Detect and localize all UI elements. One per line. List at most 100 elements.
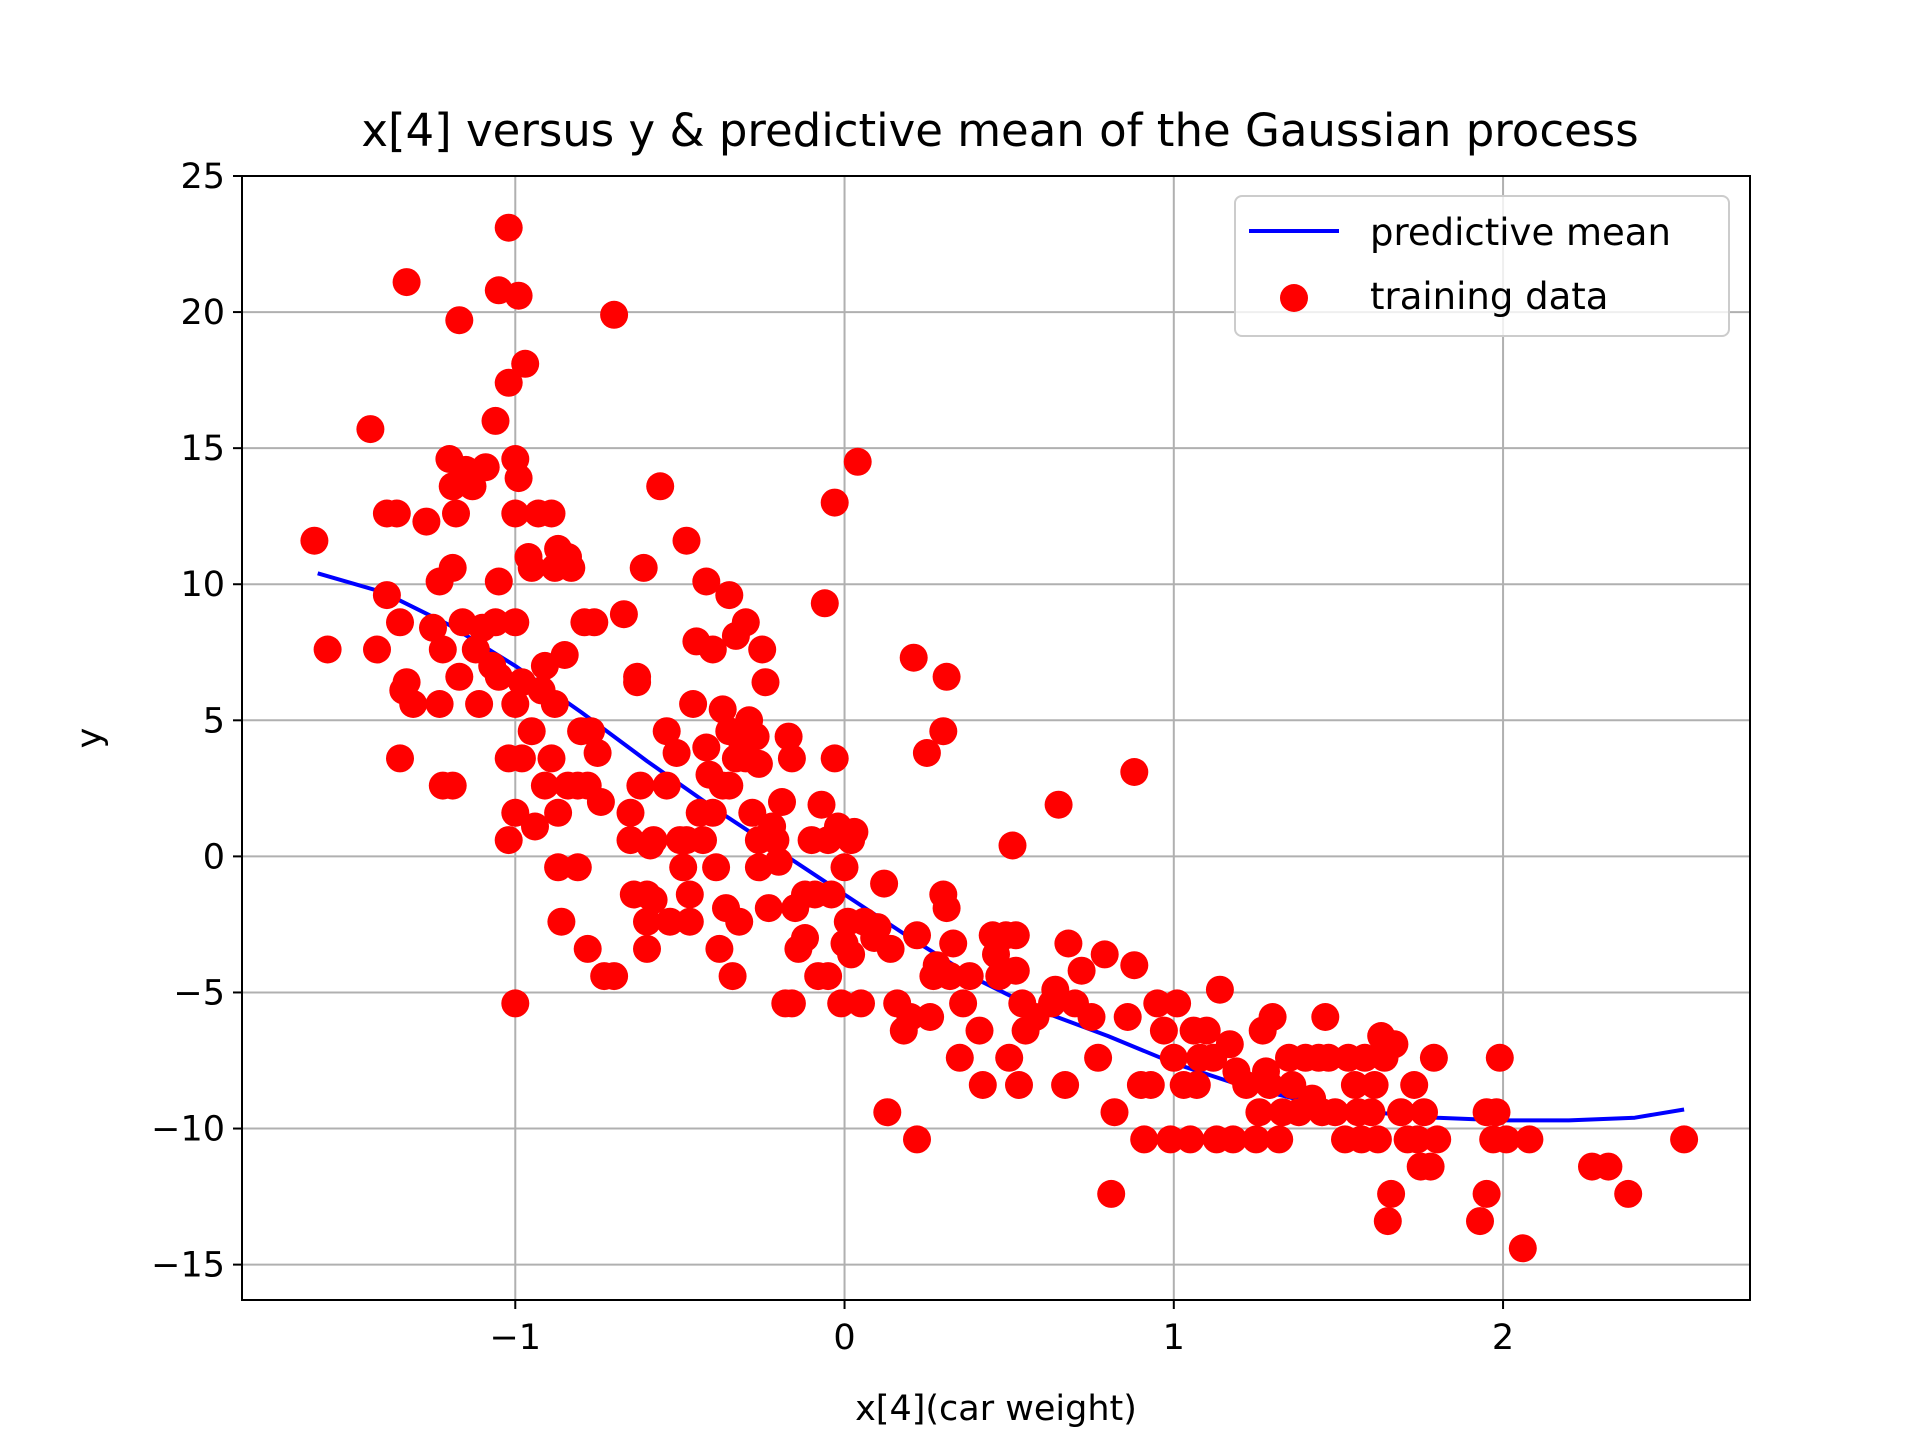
training-data-point [412,507,441,536]
training-data-point [438,771,467,800]
training-data-point [1100,1098,1129,1127]
training-data-point [1350,1043,1379,1072]
y-tick-label: 5 [203,701,225,741]
training-data-point [1387,1098,1415,1127]
training-data-point [573,934,602,963]
training-data-point [471,453,500,482]
y-axis-ticks: −15 −10 −5 0 5 10 15 20 25 [151,157,242,1286]
training-data-point [870,869,899,898]
training-data-point [751,668,780,697]
training-data-point [998,831,1027,860]
training-data-point [1278,1071,1307,1099]
training-data-point [1373,1207,1402,1236]
training-data-point [1077,1003,1106,1031]
training-data-point [1485,1043,1514,1072]
training-data-point [1001,921,1030,950]
y-tick-label: 0 [203,837,225,877]
training-data-point [1156,1125,1185,1154]
training-data-point [692,733,721,762]
training-data-point [791,924,819,952]
training-data-point [817,880,846,909]
training-data-point [507,744,536,773]
training-data-point [1054,929,1083,958]
training-data-point [1357,1098,1386,1127]
training-data-point [1097,1179,1126,1208]
training-data-point [1113,1003,1142,1031]
training-data-point [583,739,612,767]
training-data-point [754,894,783,923]
training-data-point [777,744,806,773]
training-data-point [1001,956,1030,985]
y-tick-label: 10 [180,565,225,605]
training-data-point [731,608,760,637]
training-data-point [1130,1125,1159,1154]
training-data-point [586,788,615,816]
training-data-point [652,771,681,800]
training-data-point [768,788,796,816]
training-data-point [863,913,892,942]
training-data-point [692,567,721,596]
training-data-point [646,472,675,501]
training-data-point [386,608,414,637]
x-tick-label: −1 [489,1318,541,1358]
y-tick-label: 20 [180,293,225,333]
training-data-point [504,464,533,493]
training-data-point [386,744,414,773]
training-data-point [652,717,681,746]
training-data-point [1219,1125,1248,1154]
training-data-point [1143,989,1172,1018]
y-tick-label: −5 [173,973,225,1013]
training-data-point [1067,956,1096,985]
legend-box [1234,195,1730,337]
training-data-point [774,722,803,751]
training-data-point [896,1003,925,1031]
training-data-point [501,690,530,718]
training-data-point [1482,1098,1511,1127]
training-data-point [718,962,747,991]
training-data-point [1258,1003,1287,1031]
training-data-point [1182,1071,1211,1099]
training-data-point [840,817,869,846]
training-data-point [639,826,668,855]
x-tick-label: 1 [1163,1318,1185,1358]
training-data-point [1515,1125,1544,1154]
training-data-point [741,722,770,751]
training-data-point [1380,1030,1409,1059]
training-data-point [1314,1043,1343,1072]
training-data-point [675,907,704,936]
training-data-point [1120,951,1149,980]
training-data-point [827,989,856,1018]
training-data-point [1410,1098,1438,1127]
training-data-point [1492,1125,1521,1154]
y-tick-label: −10 [151,1110,225,1150]
training-data-point [1090,940,1119,969]
training-data-point [609,600,638,629]
training-data-point [1265,1125,1294,1154]
training-data-point [600,962,629,991]
training-data-point [675,880,704,909]
training-data-point [626,771,655,800]
training-data-point [1416,1152,1445,1181]
training-data-point [1159,1043,1188,1072]
training-data-point [679,690,708,718]
training-data-point [501,798,530,827]
training-data-point [511,349,540,378]
training-data-point [633,934,661,963]
training-data-point [1163,989,1192,1018]
training-data-point [537,499,566,528]
training-data-point [1084,1043,1113,1072]
training-data-point [501,499,530,528]
training-data-point [300,526,329,555]
x-axis-ticks: −1 0 1 2 [489,1300,1514,1358]
training-data-point [968,1071,997,1099]
training-data-point [820,744,849,773]
plot-frame [241,175,1751,1301]
training-data-point [903,921,931,950]
training-data-point [830,853,859,882]
training-data-point [392,268,421,297]
training-data-point [949,989,978,1018]
training-data-point [563,853,592,882]
training-data-point [544,798,573,827]
training-data-point [748,635,777,664]
training-data-point [544,853,573,882]
